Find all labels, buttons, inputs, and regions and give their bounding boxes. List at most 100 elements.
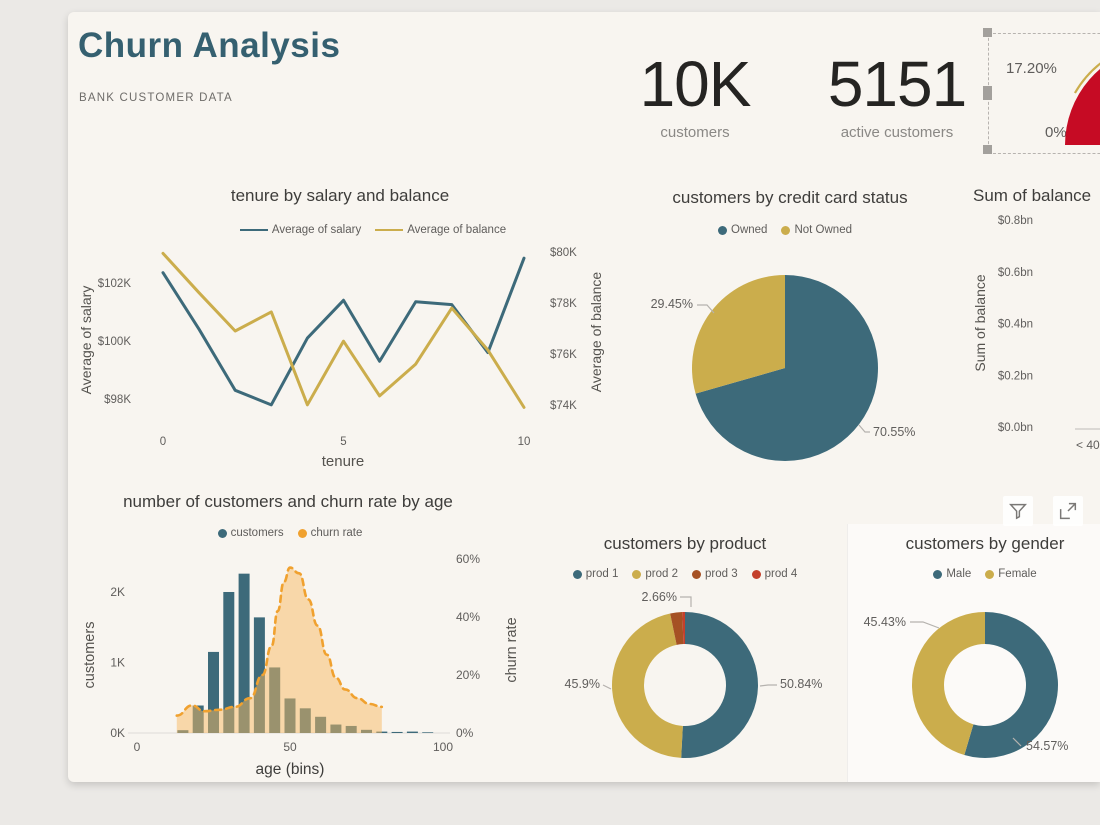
svg-text:45.9%: 45.9% bbox=[565, 677, 600, 691]
chart-title-sum-of-balance: Sum of balance bbox=[973, 186, 1092, 205]
legend-item-customers[interactable]: customers bbox=[217, 527, 284, 539]
pie-chart-svg[interactable]: 70.55% 29.45% bbox=[615, 245, 985, 475]
legend-label: prod 1 bbox=[585, 568, 619, 580]
legend-customers-by-product: prod 1 prod 2 prod 3 prod 4 bbox=[535, 568, 835, 580]
combo-chart-svg[interactable]: 0K 1K 2K 0% 20% 40% 60% 0 50 100 customers churn ra… bbox=[80, 545, 530, 782]
svg-text:$0.6bn: $0.6bn bbox=[998, 267, 1033, 279]
legend-dot-icon bbox=[692, 569, 701, 579]
legend-dot-icon bbox=[718, 225, 728, 235]
legend-item-owned[interactable]: Owned bbox=[718, 224, 767, 236]
balance-bar-chart-svg[interactable]: $0.0bn $0.2bn $0.4bn $0.6bn $0.8bn Sum of bal… bbox=[965, 205, 1100, 475]
svg-text:$0.4bn: $0.4bn bbox=[998, 319, 1033, 331]
legend-credit-card: Owned Not Owned bbox=[635, 224, 935, 236]
legend-item-average-of-salary[interactable]: Average of salary bbox=[239, 224, 362, 236]
legend-item-prod-1[interactable]: prod 1 bbox=[572, 568, 619, 580]
page-title: Churn Analysis bbox=[78, 26, 341, 65]
svg-text:$80K: $80K bbox=[550, 247, 577, 259]
legend-label: Not Owned bbox=[794, 224, 852, 236]
legend-dot-icon bbox=[217, 528, 227, 538]
legend-label: Male bbox=[946, 568, 972, 580]
svg-text:2.66%: 2.66% bbox=[642, 590, 677, 604]
legend-label: Female bbox=[998, 568, 1037, 580]
svg-text:$0.8bn: $0.8bn bbox=[998, 215, 1033, 227]
legend-item-prod-3[interactable]: prod 3 bbox=[692, 568, 738, 580]
svg-text:20%: 20% bbox=[456, 668, 480, 682]
svg-text:60%: 60% bbox=[456, 552, 480, 566]
chart-title-credit-card-status: customers by credit card status bbox=[672, 188, 908, 207]
svg-text:Average of balance: Average of balance bbox=[588, 272, 604, 393]
svg-text:$102K: $102K bbox=[98, 278, 132, 290]
kpi-total-customers-label: customers bbox=[660, 124, 730, 141]
legend-label: Average of salary bbox=[271, 224, 362, 236]
legend-label: customers bbox=[230, 527, 284, 539]
legend-label: prod 2 bbox=[645, 568, 678, 580]
svg-text:Sum of balance: Sum of balance bbox=[972, 274, 988, 371]
svg-text:churn rate: churn rate bbox=[504, 617, 520, 682]
svg-text:0: 0 bbox=[134, 740, 141, 754]
legend-item-not-owned[interactable]: Not Owned bbox=[781, 224, 852, 236]
svg-text:40%: 40% bbox=[456, 610, 480, 624]
gender-donut-svg[interactable]: 54.57% 45.43% bbox=[840, 550, 1100, 782]
svg-text:50: 50 bbox=[283, 740, 297, 754]
svg-text:54.57%: 54.57% bbox=[1026, 739, 1068, 753]
selection-handle-mid-left[interactable] bbox=[983, 86, 992, 100]
kpi-active-customers[interactable]: 5151 active customers bbox=[787, 52, 1007, 141]
legend-line-swatch bbox=[239, 228, 268, 232]
svg-text:1K: 1K bbox=[110, 655, 125, 669]
legend-item-prod-2[interactable]: prod 2 bbox=[632, 568, 678, 580]
svg-text:customers: customers bbox=[82, 622, 98, 689]
legend-item-prod-4[interactable]: prod 4 bbox=[751, 568, 797, 580]
gauge-arc bbox=[1065, 62, 1100, 145]
report-canvas: Churn Analysis BANK CUSTOMER DATA 10K cu… bbox=[68, 12, 1100, 782]
legend-customers-churn: customers churn rate bbox=[90, 527, 490, 539]
svg-text:0%: 0% bbox=[456, 726, 474, 740]
legend-dot-icon bbox=[297, 528, 307, 538]
svg-text:$78K: $78K bbox=[550, 298, 577, 310]
gauge-lower-label: 0% bbox=[1045, 124, 1067, 141]
gauge-upper-label: 17.20% bbox=[1006, 60, 1057, 77]
legend-label: Average of balance bbox=[407, 224, 507, 236]
chart-title-customers-by-gender: customers by gender bbox=[905, 534, 1065, 553]
legend-tenure-chart: Average of salary Average of balance bbox=[148, 224, 598, 236]
kpi-active-customers-label: active customers bbox=[840, 124, 954, 141]
svg-text:29.45%: 29.45% bbox=[651, 297, 693, 311]
legend-dot-icon bbox=[632, 569, 642, 579]
svg-text:$98K: $98K bbox=[104, 394, 131, 406]
filter-icon[interactable] bbox=[1003, 496, 1033, 526]
selection-handle-bottom-left[interactable] bbox=[983, 145, 992, 154]
legend-dot-icon bbox=[933, 569, 943, 579]
chart-title-tenure-by-salary-and-balance: tenure by salary and balance bbox=[230, 186, 450, 205]
svg-text:$74K: $74K bbox=[550, 400, 577, 412]
legend-dot-icon bbox=[751, 569, 761, 579]
legend-label: Owned bbox=[731, 224, 768, 236]
page-subtitle: BANK CUSTOMER DATA bbox=[79, 92, 233, 104]
legend-item-churn-rate[interactable]: churn rate bbox=[297, 527, 363, 539]
svg-text:0: 0 bbox=[160, 436, 166, 448]
legend-item-average-of-balance[interactable]: Average of balance bbox=[375, 224, 506, 236]
svg-text:2K: 2K bbox=[110, 585, 125, 599]
kpi-total-customers[interactable]: 10K customers bbox=[585, 52, 805, 141]
selection-handle-top-left[interactable] bbox=[983, 28, 992, 37]
svg-text:age (bins): age (bins) bbox=[256, 761, 325, 778]
line-chart-svg[interactable]: $98K $100K $102K $74K $76K $78K $80K 0 5 10 Averag… bbox=[75, 240, 615, 480]
legend-line-swatch bbox=[375, 228, 404, 232]
product-donut-svg[interactable]: 50.84% 45.9% 2.66% bbox=[540, 550, 870, 782]
svg-text:10: 10 bbox=[518, 436, 531, 448]
legend-dot-icon bbox=[572, 569, 582, 579]
legend-item-male[interactable]: Male bbox=[933, 568, 971, 580]
legend-item-female[interactable]: Female bbox=[985, 568, 1037, 580]
svg-text:5: 5 bbox=[340, 436, 346, 448]
chart-title-customers-churn-by-age: number of customers and churn rate by ag… bbox=[123, 492, 453, 511]
svg-text:100: 100 bbox=[433, 740, 453, 754]
chart-title-customers-by-product: customers by product bbox=[603, 534, 767, 553]
kpi-active-customers-value: 5151 bbox=[827, 48, 967, 120]
legend-label: prod 3 bbox=[705, 568, 738, 580]
legend-dot-icon bbox=[985, 569, 995, 579]
svg-text:< 40: < 40 bbox=[1076, 438, 1100, 452]
svg-text:70.55%: 70.55% bbox=[873, 425, 915, 439]
svg-text:50.84%: 50.84% bbox=[780, 677, 822, 691]
focus-mode-icon[interactable] bbox=[1053, 496, 1083, 526]
legend-label: churn rate bbox=[310, 527, 363, 539]
svg-text:Average of salary: Average of salary bbox=[78, 286, 94, 395]
